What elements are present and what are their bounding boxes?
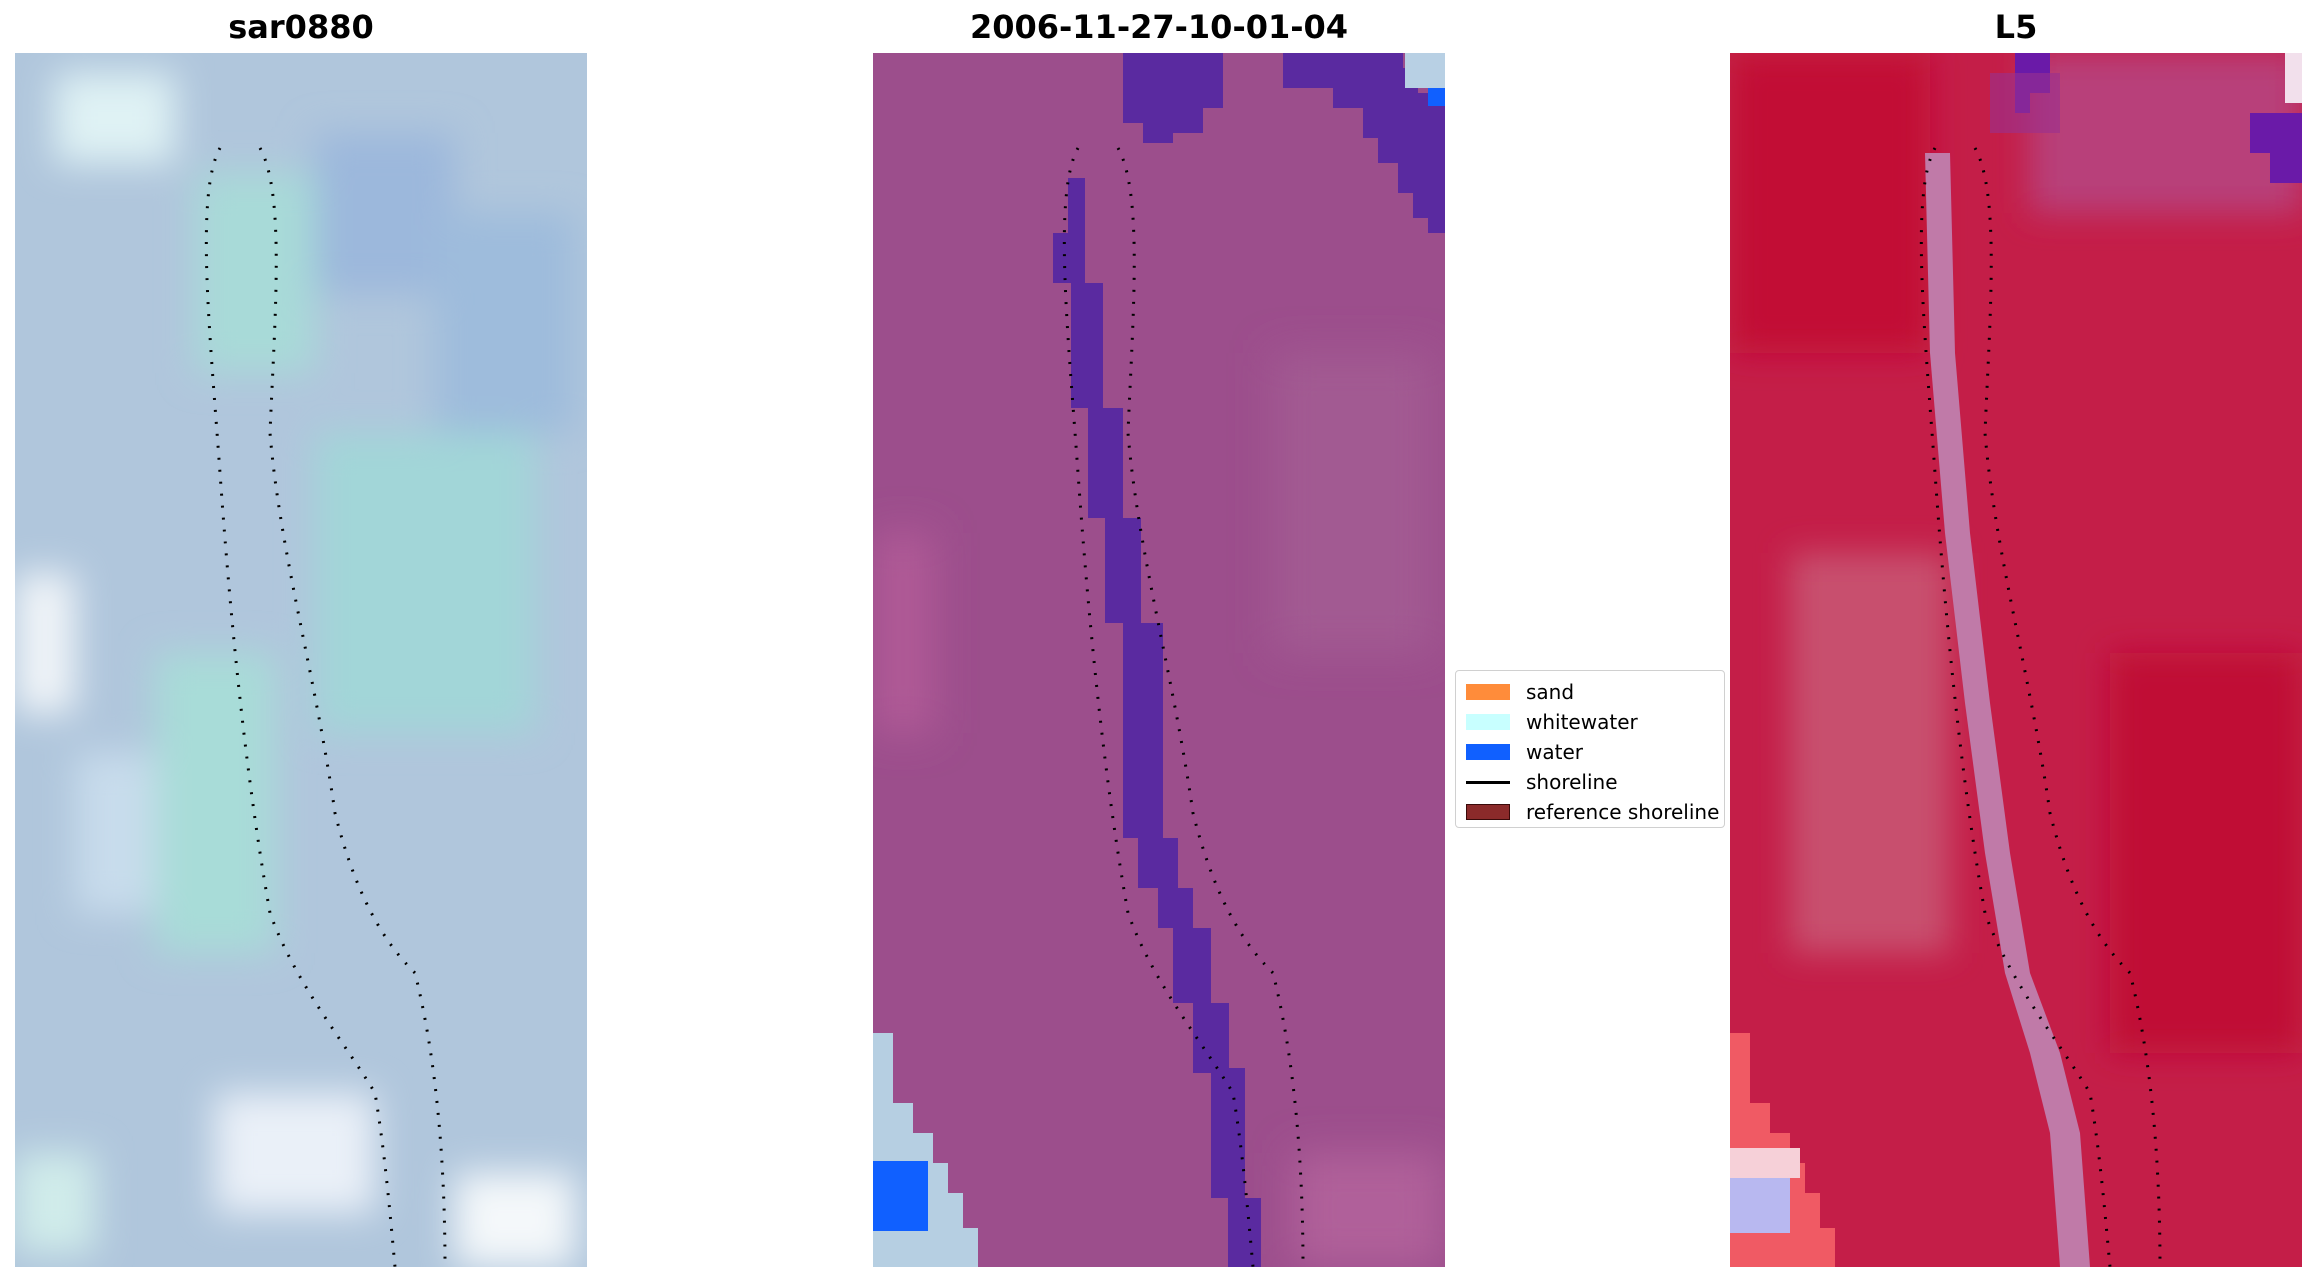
rgb-image — [15, 53, 587, 1267]
rgb-image-panel — [15, 53, 587, 1267]
legend-label: whitewater — [1526, 710, 1638, 734]
channel-region — [1925, 153, 2090, 1267]
l5-image-panel — [1730, 53, 2302, 1267]
sand-swatch — [1466, 684, 1510, 700]
reference-shoreline-swatch — [1466, 804, 1510, 820]
legend-item-reference-shoreline: reference shoreline — [1466, 797, 1719, 827]
legend: sand whitewater water shoreline referenc… — [1455, 670, 1725, 828]
legend-label: sand — [1526, 680, 1575, 704]
l5-image — [1730, 53, 2302, 1267]
water-region — [1283, 53, 1445, 233]
water-swatch — [1466, 744, 1510, 760]
legend-item-whitewater: whitewater — [1466, 707, 1714, 737]
legend-label: shoreline — [1526, 770, 1618, 794]
water-region — [873, 1161, 928, 1231]
water-channel — [1053, 178, 1261, 1267]
whitewater-swatch — [1466, 714, 1510, 730]
panel-title-l5: L5 — [1994, 8, 2038, 46]
legend-item-shoreline: shoreline — [1466, 767, 1714, 797]
classified-image-panel — [873, 53, 1445, 1267]
water-region — [1123, 53, 1223, 143]
panel-title-classified: 2006-11-27-10-01-04 — [969, 8, 1349, 46]
legend-item-sand: sand — [1466, 677, 1714, 707]
legend-item-water: water — [1466, 737, 1714, 767]
classified-image — [873, 53, 1445, 1267]
legend-label: reference shoreline — [1526, 800, 1720, 824]
panel-title-rgb: sar0880 — [228, 8, 374, 46]
legend-label: water — [1526, 740, 1583, 764]
shoreline-swatch — [1466, 780, 1510, 784]
